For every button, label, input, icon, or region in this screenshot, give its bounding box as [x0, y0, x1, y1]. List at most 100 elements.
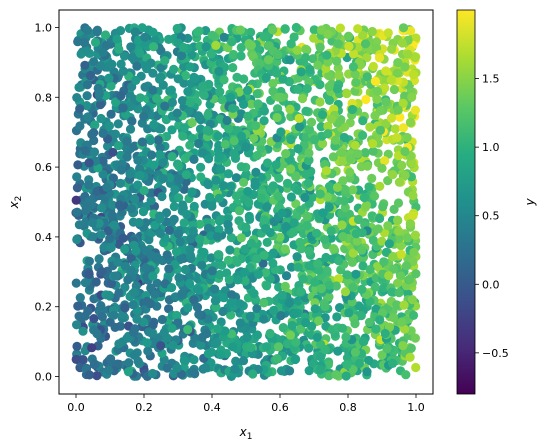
scatter-point — [172, 23, 182, 34]
scatter-point — [341, 332, 351, 342]
scatter-point — [400, 170, 410, 180]
scatter-point — [377, 163, 387, 173]
scatter-point — [370, 76, 380, 86]
scatter-point — [120, 244, 130, 254]
scatter-point — [83, 112, 93, 122]
scatter-point — [358, 130, 368, 140]
scatter-point — [168, 340, 178, 350]
scatter-point — [410, 333, 420, 343]
scatter-point — [393, 58, 403, 68]
scatter-point — [224, 275, 234, 285]
scatter-point — [253, 99, 263, 109]
colorbar-label: y — [523, 198, 537, 207]
scatter-point — [316, 25, 327, 35]
scatter-point — [114, 288, 124, 298]
scatter-point — [411, 33, 421, 43]
scatter-point — [368, 146, 378, 156]
scatter-point — [144, 235, 154, 245]
scatter-point — [286, 262, 297, 272]
scatter-point — [291, 172, 301, 182]
scatter-point — [396, 271, 406, 281]
scatter-point — [94, 89, 104, 99]
scatter-point — [285, 55, 295, 65]
scatter-point — [96, 301, 106, 311]
scatter-point — [106, 243, 116, 253]
scatter-point — [223, 169, 234, 179]
scatter-point — [241, 222, 251, 232]
scatter-point — [145, 135, 155, 146]
scatter-point — [203, 179, 213, 189]
scatter-point — [102, 182, 112, 192]
scatter-point — [406, 26, 416, 36]
scatter-point — [304, 366, 314, 376]
x-tick-label: 0.4 — [203, 401, 221, 414]
scatter-point — [172, 363, 182, 373]
scatter-point — [309, 134, 319, 145]
scatter-point — [190, 73, 200, 83]
scatter-point — [111, 97, 121, 107]
scatter-point — [104, 290, 114, 300]
scatter-point — [157, 191, 167, 202]
scatter-point — [358, 261, 368, 271]
scatter-point — [252, 150, 262, 161]
scatter-point — [155, 143, 165, 153]
scatter-point — [176, 254, 186, 264]
scatter-point — [274, 92, 284, 102]
scatter-point — [262, 237, 272, 247]
scatter-point — [261, 73, 271, 83]
scatter-point — [158, 174, 168, 184]
scatter-point — [348, 282, 358, 292]
x-tick-label: 0.2 — [135, 401, 153, 414]
scatter-point — [82, 101, 92, 111]
scatter-point — [211, 175, 221, 185]
scatter-point — [397, 160, 407, 170]
scatter-point — [285, 104, 295, 114]
scatter-point — [405, 219, 415, 229]
scatter-point — [174, 161, 184, 171]
scatter-point — [142, 338, 152, 348]
scatter-point — [274, 282, 284, 292]
scatter-point — [84, 180, 94, 190]
scatter-point — [196, 162, 206, 172]
scatter-point — [337, 323, 348, 333]
scatter-point — [370, 282, 380, 292]
scatter-point — [272, 112, 282, 123]
scatter-point — [411, 269, 421, 279]
scatter-point — [159, 327, 169, 338]
scatter-point — [315, 80, 325, 90]
scatter-point — [384, 271, 394, 281]
scatter-point — [75, 121, 85, 131]
scatter-point — [353, 149, 363, 159]
scatter-point — [304, 246, 314, 256]
scatter-point — [397, 38, 407, 48]
scatter-point — [114, 200, 125, 210]
scatter-point — [357, 284, 367, 294]
scatter-point — [272, 354, 282, 364]
scatter-point — [118, 103, 128, 113]
scatter-point — [84, 158, 94, 168]
scatter-point — [297, 93, 308, 104]
scatter-point — [329, 244, 339, 254]
scatter-point — [133, 155, 143, 165]
y-tick-label: 0.6 — [35, 161, 53, 174]
scatter-point — [132, 314, 142, 324]
scatter-point — [227, 290, 237, 300]
scatter-point — [332, 312, 342, 322]
scatter-point — [89, 147, 100, 157]
scatter-point — [320, 302, 330, 312]
scatter-point — [150, 289, 160, 299]
scatter-point — [181, 170, 191, 180]
scatter-point — [268, 181, 278, 191]
scatter-point — [215, 87, 225, 97]
scatter-point — [284, 298, 294, 308]
scatter-point — [294, 113, 304, 123]
scatter-point — [222, 115, 232, 126]
scatter-point — [231, 191, 241, 201]
scatter-point — [140, 61, 150, 71]
scatter-point — [231, 173, 241, 183]
scatter-point — [84, 269, 94, 279]
scatter-point — [230, 364, 240, 374]
scatter-point — [393, 105, 403, 115]
scatter-point — [286, 192, 296, 202]
